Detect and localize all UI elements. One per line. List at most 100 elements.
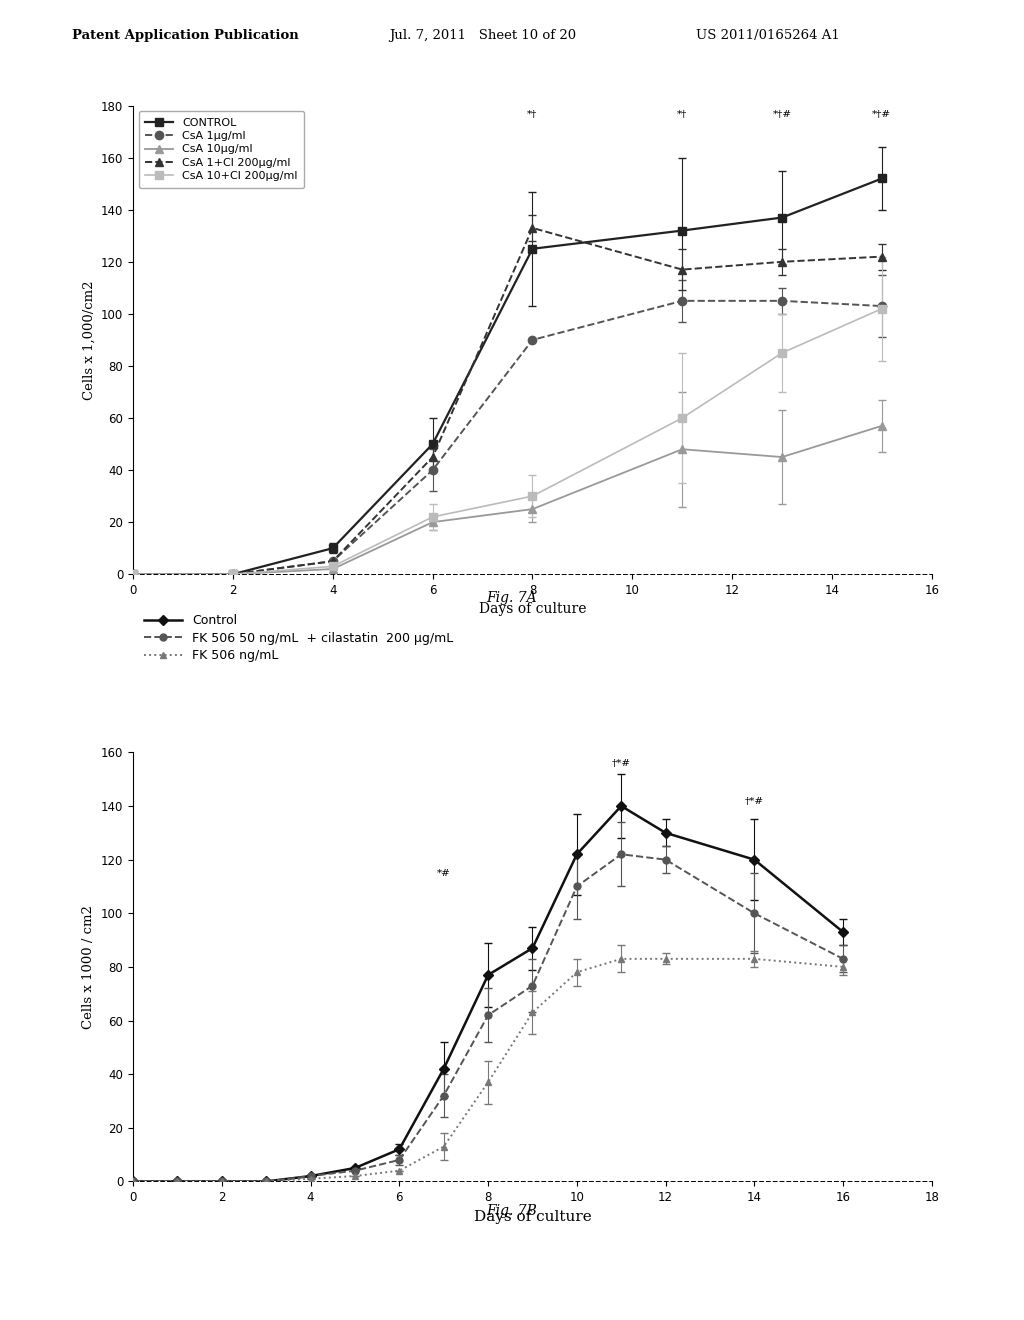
- CsA 1+Cl 200µg/ml: [227, 566, 240, 582]
- FK 506 50 ng/mL  + cilastatin  200 µg/mL: [837, 950, 849, 966]
- CsA 1µg/ml: [876, 298, 888, 314]
- CsA 1+Cl 200µg/ml: [426, 449, 438, 465]
- CsA 10µg/ml: [776, 449, 788, 465]
- Y-axis label: Cells x 1,000/cm2: Cells x 1,000/cm2: [83, 280, 95, 400]
- FK 506 50 ng/mL  + cilastatin  200 µg/mL: [304, 1168, 316, 1184]
- Line: FK 506 50 ng/mL  + cilastatin  200 µg/mL: FK 506 50 ng/mL + cilastatin 200 µg/mL: [130, 851, 847, 1185]
- FK 506 50 ng/mL  + cilastatin  200 µg/mL: [659, 851, 672, 867]
- CsA 1µg/ml: [426, 462, 438, 478]
- FK 506 ng/mL: [570, 965, 583, 981]
- CsA 1+Cl 200µg/ml: [776, 253, 788, 269]
- Control: [216, 1173, 228, 1189]
- CsA 10µg/ml: [227, 566, 240, 582]
- Control: [349, 1160, 361, 1176]
- FK 506 50 ng/mL  + cilastatin  200 µg/mL: [127, 1173, 139, 1189]
- Line: CsA 10+Cl 200µg/ml: CsA 10+Cl 200µg/ml: [129, 305, 886, 578]
- CsA 1+Cl 200µg/ml: [526, 220, 539, 236]
- Line: CONTROL: CONTROL: [129, 174, 886, 578]
- CsA 1+Cl 200µg/ml: [876, 248, 888, 264]
- FK 506 ng/mL: [260, 1173, 272, 1189]
- Y-axis label: Cells x 1000 / cm2: Cells x 1000 / cm2: [83, 906, 95, 1028]
- CsA 10+Cl 200µg/ml: [227, 566, 240, 582]
- FK 506 50 ng/mL  + cilastatin  200 µg/mL: [615, 846, 628, 862]
- CsA 1+Cl 200µg/ml: [327, 553, 339, 569]
- CONTROL: [227, 566, 240, 582]
- Text: †*#: †*#: [611, 759, 631, 768]
- CONTROL: [776, 210, 788, 226]
- Text: Fig. 7A: Fig. 7A: [486, 591, 538, 606]
- FK 506 ng/mL: [482, 1074, 495, 1090]
- Control: [749, 851, 761, 867]
- CsA 10+Cl 200µg/ml: [876, 301, 888, 317]
- CsA 10+Cl 200µg/ml: [776, 345, 788, 360]
- FK 506 50 ng/mL  + cilastatin  200 µg/mL: [393, 1152, 406, 1168]
- CsA 10µg/ml: [127, 566, 139, 582]
- FK 506 ng/mL: [349, 1168, 361, 1184]
- Legend: CONTROL, CsA 1µg/ml, CsA 10µg/ml, CsA 1+Cl 200µg/ml, CsA 10+Cl 200µg/ml: CONTROL, CsA 1µg/ml, CsA 10µg/ml, CsA 1+…: [138, 111, 304, 187]
- CONTROL: [127, 566, 139, 582]
- FK 506 ng/mL: [659, 950, 672, 966]
- CONTROL: [876, 170, 888, 186]
- FK 506 ng/mL: [304, 1171, 316, 1187]
- Control: [393, 1142, 406, 1158]
- FK 506 ng/mL: [749, 950, 761, 966]
- Control: [260, 1173, 272, 1189]
- FK 506 ng/mL: [615, 950, 628, 966]
- Text: Jul. 7, 2011   Sheet 10 of 20: Jul. 7, 2011 Sheet 10 of 20: [389, 29, 577, 42]
- CsA 10+Cl 200µg/ml: [526, 488, 539, 504]
- Text: *#: *#: [437, 870, 451, 878]
- CsA 10+Cl 200µg/ml: [676, 411, 688, 426]
- FK 506 ng/mL: [526, 1005, 539, 1020]
- X-axis label: Days of culture: Days of culture: [479, 602, 586, 616]
- CsA 1µg/ml: [327, 553, 339, 569]
- FK 506 50 ng/mL  + cilastatin  200 µg/mL: [482, 1007, 495, 1023]
- Line: CsA 1µg/ml: CsA 1µg/ml: [129, 297, 886, 578]
- CsA 1µg/ml: [227, 566, 240, 582]
- CsA 10+Cl 200µg/ml: [426, 510, 438, 525]
- FK 506 50 ng/mL  + cilastatin  200 µg/mL: [526, 978, 539, 994]
- Text: *†: *†: [527, 110, 538, 119]
- Text: †*#: †*#: [744, 797, 764, 807]
- CsA 10+Cl 200µg/ml: [127, 566, 139, 582]
- CsA 10µg/ml: [526, 502, 539, 517]
- Control: [659, 825, 672, 841]
- Control: [304, 1168, 316, 1184]
- CsA 10µg/ml: [426, 515, 438, 531]
- Control: [437, 1061, 450, 1077]
- CsA 1µg/ml: [127, 566, 139, 582]
- CsA 10µg/ml: [676, 441, 688, 457]
- FK 506 50 ng/mL  + cilastatin  200 µg/mL: [216, 1173, 228, 1189]
- CsA 10+Cl 200µg/ml: [327, 558, 339, 574]
- Line: CsA 10µg/ml: CsA 10µg/ml: [129, 421, 886, 578]
- FK 506 ng/mL: [216, 1173, 228, 1189]
- CsA 1µg/ml: [526, 333, 539, 348]
- Text: US 2011/0165264 A1: US 2011/0165264 A1: [696, 29, 840, 42]
- Control: [127, 1173, 139, 1189]
- Control: [837, 924, 849, 940]
- Text: *†#: *†#: [872, 110, 892, 119]
- FK 506 ng/mL: [437, 1139, 450, 1155]
- FK 506 50 ng/mL  + cilastatin  200 µg/mL: [437, 1088, 450, 1104]
- CONTROL: [327, 540, 339, 556]
- Control: [615, 799, 628, 814]
- FK 506 ng/mL: [127, 1173, 139, 1189]
- CsA 1µg/ml: [776, 293, 788, 309]
- CsA 1µg/ml: [676, 293, 688, 309]
- Control: [526, 940, 539, 956]
- Control: [570, 846, 583, 862]
- Line: FK 506 ng/mL: FK 506 ng/mL: [130, 956, 847, 1185]
- CsA 10µg/ml: [876, 418, 888, 434]
- FK 506 ng/mL: [837, 958, 849, 974]
- CONTROL: [676, 223, 688, 239]
- Control: [482, 968, 495, 983]
- Text: *†: *†: [677, 110, 687, 119]
- Text: *†#: *†#: [772, 110, 792, 119]
- Text: Fig. 7B: Fig. 7B: [486, 1204, 538, 1218]
- CsA 1+Cl 200µg/ml: [676, 261, 688, 277]
- FK 506 50 ng/mL  + cilastatin  200 µg/mL: [349, 1163, 361, 1179]
- CsA 10µg/ml: [327, 561, 339, 577]
- CsA 1+Cl 200µg/ml: [127, 566, 139, 582]
- CONTROL: [526, 240, 539, 256]
- Text: Patent Application Publication: Patent Application Publication: [72, 29, 298, 42]
- FK 506 50 ng/mL  + cilastatin  200 µg/mL: [171, 1173, 183, 1189]
